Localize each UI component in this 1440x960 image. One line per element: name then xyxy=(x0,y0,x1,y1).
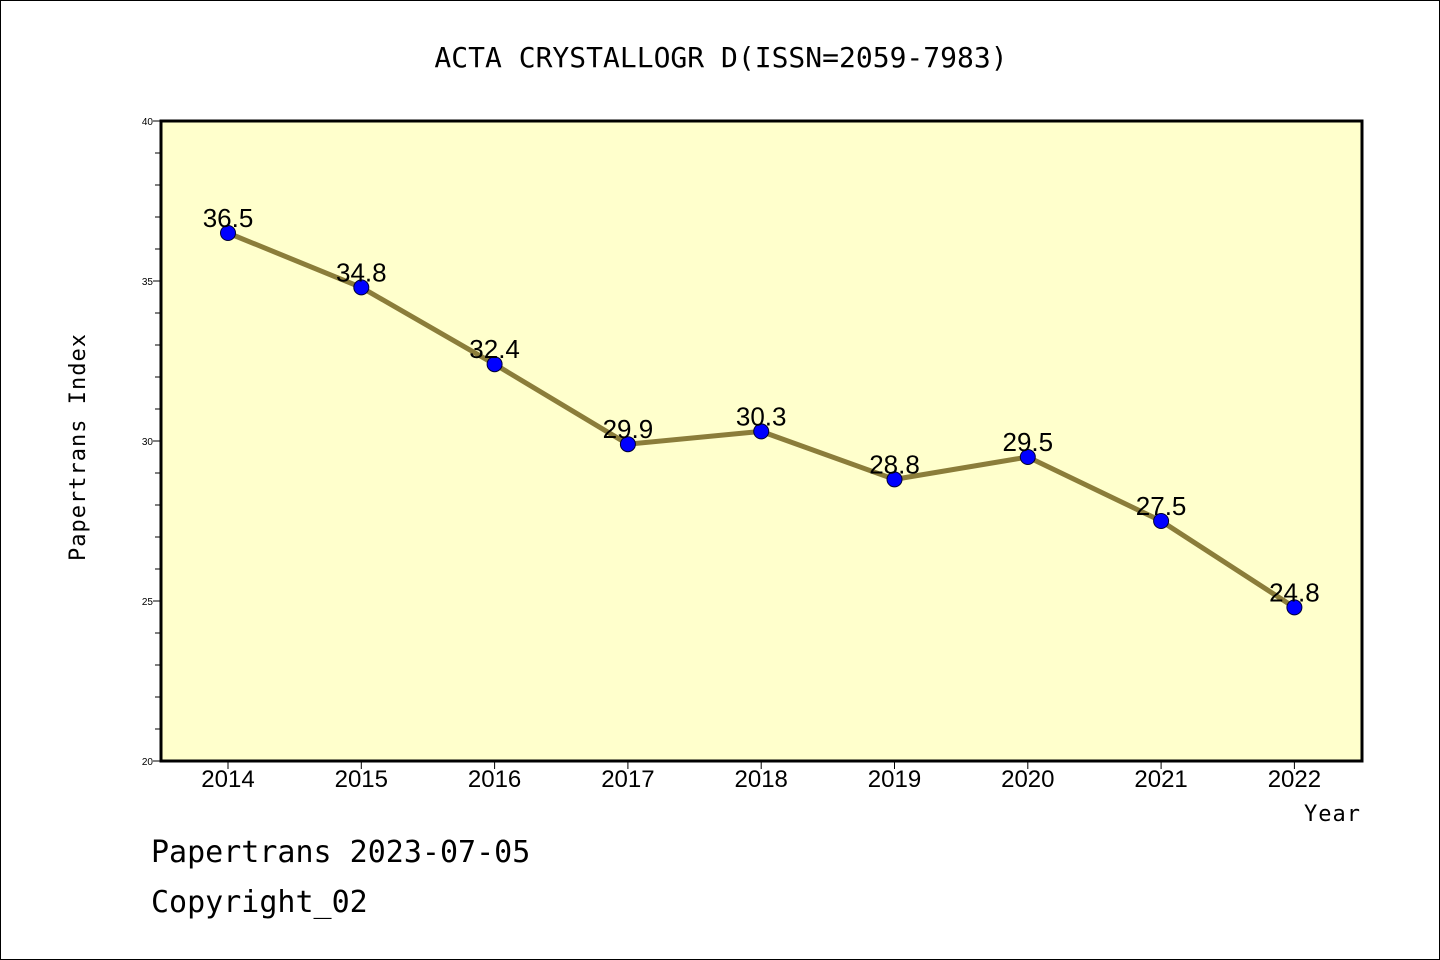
data-point xyxy=(486,356,503,373)
y-tick-label: 20 xyxy=(142,757,154,768)
x-tick-label: 2020 xyxy=(1001,766,1054,793)
data-point xyxy=(1153,513,1170,529)
y-axis-ticks: 20 25 30 35 40 xyxy=(142,117,154,768)
x-tick-label: 2014 xyxy=(201,766,254,793)
data-label: 36.5 xyxy=(203,203,254,233)
x-axis-label: Year xyxy=(1304,802,1361,827)
chart-title: ACTA CRYSTALLOGR D(ISSN=2059-7983) xyxy=(434,41,1007,74)
data-point xyxy=(619,436,636,453)
y-axis-label: Papertrans Index xyxy=(66,333,91,561)
plot-area xyxy=(161,121,1362,761)
y-tick-label: 40 xyxy=(142,117,154,128)
data-markers xyxy=(220,225,1303,616)
data-label: 28.8 xyxy=(869,449,920,479)
plot-border xyxy=(159,119,1364,763)
x-tick-label: 2015 xyxy=(335,766,388,793)
data-label: 34.8 xyxy=(336,257,387,287)
data-point xyxy=(1019,449,1036,465)
x-tick-label: 2016 xyxy=(468,766,521,793)
data-labels: 36.5 34.8 32.4 29.9 30.3 28.8 29.5 27.5 24.8 xyxy=(203,203,1320,607)
data-point xyxy=(753,423,770,440)
data-label: 27.5 xyxy=(1136,491,1187,521)
data-point xyxy=(353,279,370,296)
x-tick-label: 2019 xyxy=(868,766,921,793)
data-label: 32.4 xyxy=(469,334,520,364)
data-label: 24.8 xyxy=(1269,577,1320,607)
footer-copyright: Copyright_02 xyxy=(151,885,368,920)
data-point xyxy=(886,471,903,488)
x-axis-ticks: 2014 2015 2016 2017 2018 2019 2020 2021 2022 xyxy=(201,761,1321,793)
data-label: 30.3 xyxy=(736,401,787,431)
data-label: 29.9 xyxy=(603,414,654,444)
x-tick-label: 2022 xyxy=(1268,766,1321,793)
footer-source: Papertrans 2023-07-05 xyxy=(151,835,531,870)
x-tick-label: 2017 xyxy=(601,766,654,793)
x-tick-label: 2018 xyxy=(735,766,788,793)
data-label: 29.5 xyxy=(1002,427,1053,457)
data-point xyxy=(220,225,236,241)
y-tick-label: 35 xyxy=(142,277,154,288)
y-tick-label: 25 xyxy=(142,597,154,608)
data-point xyxy=(1286,599,1303,616)
x-tick-label: 2021 xyxy=(1134,766,1187,793)
y-tick-label: 30 xyxy=(142,437,154,448)
